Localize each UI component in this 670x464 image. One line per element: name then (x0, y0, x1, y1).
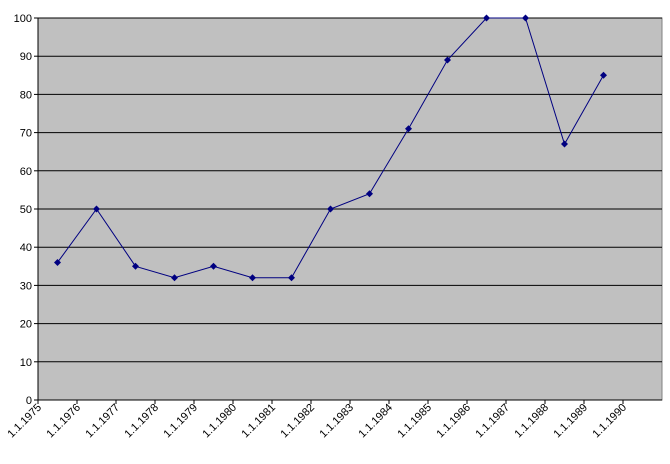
x-tick-label: 1.1.1984 (356, 402, 395, 441)
x-tick-label: 1.1.1986 (434, 402, 473, 441)
marker (600, 71, 607, 79)
x-tick-label: 1.1.1989 (551, 402, 590, 441)
marker (366, 190, 373, 198)
y-tick-label: 100 (14, 13, 32, 25)
y-tick-label: 0 (26, 395, 32, 407)
marker (561, 140, 568, 148)
x-tick-label: 1.1.1985 (395, 402, 434, 441)
marker (288, 274, 295, 282)
marker (444, 56, 451, 64)
y-tick-label: 40 (20, 242, 32, 254)
marker (405, 125, 412, 133)
x-tick-label: 1.1.1978 (122, 402, 161, 441)
marker (327, 205, 334, 213)
y-tick-label: 30 (20, 280, 32, 292)
marker (132, 262, 139, 270)
marker (93, 205, 100, 213)
x-tick-label: 1.1.1990 (590, 402, 629, 441)
marker (483, 14, 490, 22)
y-tick-label: 20 (20, 319, 32, 331)
y-tick-label: 60 (20, 166, 32, 178)
y-tick-label: 10 (20, 357, 32, 369)
x-tick-label: 1.1.1976 (44, 402, 83, 441)
y-tick-label: 70 (20, 128, 32, 140)
x-tick-label: 1.1.1987 (473, 402, 512, 441)
marker (522, 14, 529, 22)
x-tick-label: 1.1.1988 (512, 402, 551, 441)
x-tick-label: 1.1.1980 (200, 402, 239, 441)
y-tick-label: 90 (20, 51, 32, 63)
x-tick-label: 1.1.1981 (239, 402, 278, 441)
x-tick-label: 1.1.1975 (5, 402, 44, 441)
marker (210, 262, 217, 270)
y-tick-label: 80 (20, 89, 32, 101)
x-tick-label: 1.1.1982 (278, 402, 317, 441)
y-tick-label: 50 (20, 204, 32, 216)
x-tick-label: 1.1.1983 (317, 402, 356, 441)
marker (249, 274, 256, 282)
marker (54, 258, 61, 266)
x-tick-label: 1.1.1979 (161, 402, 200, 441)
x-tick-label: 1.1.1977 (83, 402, 122, 441)
marker (171, 274, 178, 282)
